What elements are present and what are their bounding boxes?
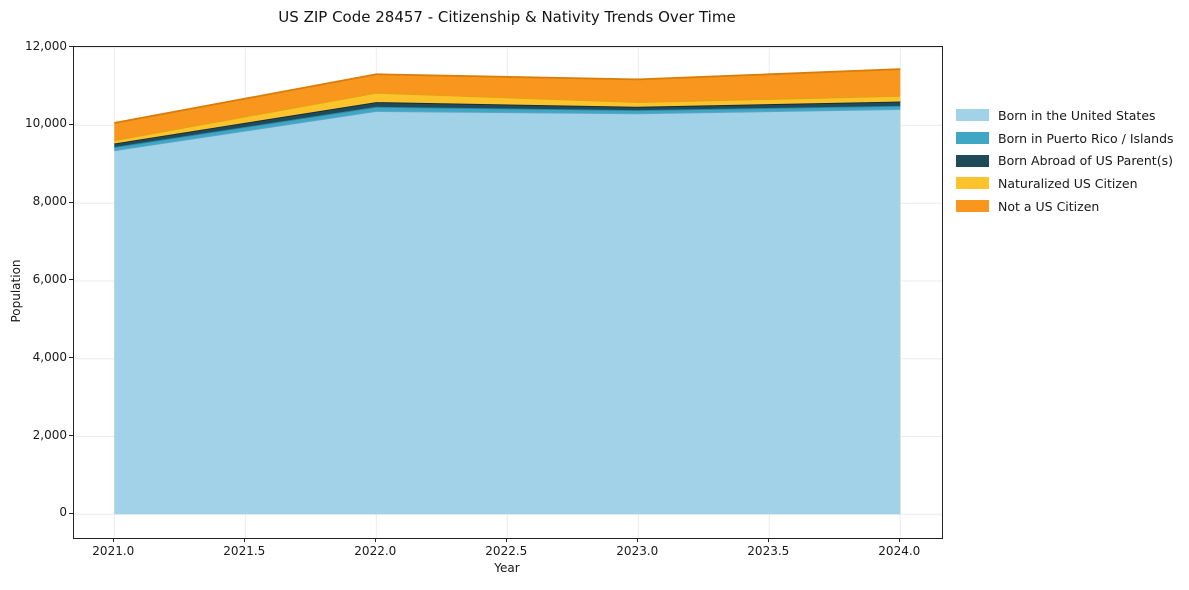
y-tick-label: 4,000 [32,349,67,364]
x-tick-label: 2023.5 [747,544,790,558]
legend-swatch-born-in-us [956,109,989,122]
stacked-area-chart [74,47,942,538]
legend-item: Born Abroad of US Parent(s) [956,149,1174,172]
x-tickmark [374,538,376,542]
x-tick-label: 2022.5 [485,544,528,558]
y-tick-label: 6,000 [32,271,67,286]
y-tick-label: 10,000 [25,116,67,131]
y-tickmark [69,123,73,125]
legend-item: Born in Puerto Rico / Islands [956,127,1174,150]
x-tick-label: 2022.0 [354,544,397,558]
legend-label: Not a US Citizen [998,198,1100,214]
legend-label: Naturalized US Citizen [998,175,1138,191]
y-tickmark [69,357,73,359]
area-series-edge-2 [114,100,901,145]
y-tickmark [69,279,73,281]
plot-area [73,46,943,539]
legend-item: Naturalized US Citizen [956,172,1174,195]
legend-swatch-not-citizen [956,200,989,213]
legend-swatch-naturalized [956,177,989,190]
y-axis-label: Population [9,259,23,323]
x-axis-label: Year [494,561,520,575]
legend-label: Born Abroad of US Parent(s) [998,153,1173,169]
chart-title: US ZIP Code 28457 - Citizenship & Nativi… [278,8,736,26]
legend-label: Born in the United States [998,107,1156,123]
x-tickmark [505,538,507,542]
legend-swatch-born-puerto-rico [956,132,989,145]
area-series-0 [114,109,901,515]
y-tickmark [69,435,73,437]
y-tick-label: 8,000 [32,194,67,209]
legend-swatch-born-abroad [956,154,989,167]
y-tickmark [69,512,73,514]
y-tick-label: 0 [59,505,67,520]
y-tickmark [69,46,73,48]
y-tick-label: 2,000 [32,427,67,442]
x-tick-label: 2021.5 [223,544,266,558]
x-tickmark [767,538,769,542]
legend: Born in the United States Born in Puerto… [956,104,1174,217]
area-series-edge-1 [114,104,901,148]
x-tick-label: 2023.0 [616,544,659,558]
area-series-edge-4 [114,68,901,124]
legend-item: Not a US Citizen [956,195,1174,218]
x-tick-label: 2021.0 [92,544,135,558]
y-tick-label: 12,000 [25,38,67,53]
legend-label: Born in Puerto Rico / Islands [998,130,1174,146]
x-tick-label: 2024.0 [878,544,921,558]
x-tickmark [898,538,900,542]
x-tickmark [112,538,114,542]
x-tickmark [243,538,245,542]
y-tickmark [69,201,73,203]
x-tickmark [636,538,638,542]
legend-item: Born in the United States [956,104,1174,127]
